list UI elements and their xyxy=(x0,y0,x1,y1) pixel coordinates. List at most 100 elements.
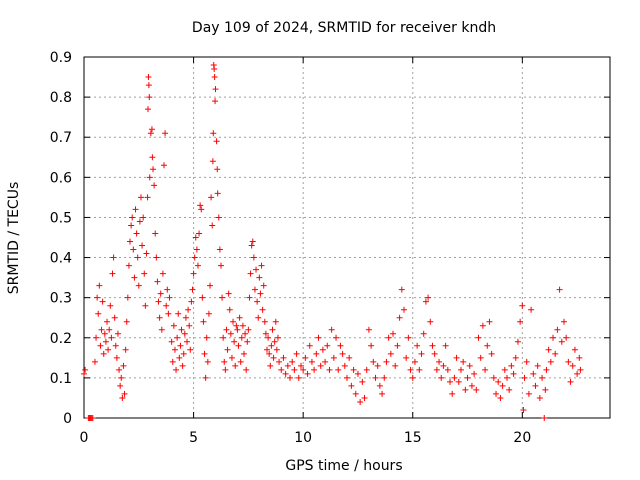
data-point xyxy=(152,230,159,237)
data-point xyxy=(510,370,517,377)
data-point xyxy=(217,262,224,269)
y-tick-label: 0.8 xyxy=(50,90,72,106)
data-point xyxy=(119,394,126,401)
data-point xyxy=(449,390,456,397)
data-point xyxy=(565,358,572,365)
data-point xyxy=(91,358,98,365)
data-point xyxy=(354,370,361,377)
plot-area-border xyxy=(83,56,611,419)
data-point xyxy=(143,250,150,257)
data-point xyxy=(95,310,102,317)
data-point xyxy=(101,330,108,337)
data-point xyxy=(118,374,125,381)
data-point xyxy=(169,358,176,365)
data-point xyxy=(177,342,184,349)
data-point xyxy=(180,350,187,357)
data-point xyxy=(420,330,427,337)
data-point xyxy=(346,354,353,361)
data-point xyxy=(251,286,258,293)
data-point xyxy=(520,406,527,413)
data-point xyxy=(164,286,171,293)
data-point xyxy=(132,206,139,213)
data-point xyxy=(187,346,194,353)
data-point xyxy=(574,370,581,377)
data-point xyxy=(534,362,541,369)
data-point xyxy=(99,298,106,305)
data-point xyxy=(182,314,189,321)
data-point xyxy=(127,238,134,245)
data-point xyxy=(128,222,135,229)
data-point xyxy=(123,318,130,325)
data-point xyxy=(304,370,311,377)
data-point xyxy=(280,354,287,361)
data-point xyxy=(117,382,124,389)
data-point xyxy=(405,334,412,341)
grid-layer xyxy=(84,57,610,418)
data-point xyxy=(150,166,157,173)
data-point xyxy=(276,358,283,365)
data-point xyxy=(508,362,515,369)
data-point xyxy=(166,294,173,301)
data-point xyxy=(211,74,218,81)
data-point xyxy=(228,354,235,361)
data-point xyxy=(135,282,142,289)
data-point xyxy=(506,386,513,393)
data-point xyxy=(156,314,163,321)
data-point xyxy=(499,382,506,389)
y-tick-label: 0.4 xyxy=(50,251,72,267)
data-point xyxy=(255,314,262,321)
data-point xyxy=(284,362,291,369)
data-point xyxy=(176,354,183,361)
data-point xyxy=(267,362,274,369)
data-point xyxy=(302,354,309,361)
data-point xyxy=(137,194,144,201)
data-point xyxy=(569,362,576,369)
data-point xyxy=(514,338,521,345)
data-point xyxy=(160,162,167,169)
data-point xyxy=(124,294,131,301)
data-point xyxy=(512,354,519,361)
data-point xyxy=(144,106,151,113)
x-tick-label: 10 xyxy=(294,430,312,446)
data-point xyxy=(547,358,554,365)
data-point xyxy=(542,386,549,393)
data-point xyxy=(239,322,246,329)
data-point xyxy=(394,342,401,349)
data-point xyxy=(297,362,304,369)
data-point xyxy=(287,374,294,381)
data-point xyxy=(97,342,104,349)
data-point xyxy=(202,374,209,381)
data-point xyxy=(194,262,201,269)
data-point xyxy=(81,370,87,377)
data-point xyxy=(112,342,119,349)
data-point xyxy=(270,354,277,361)
data-point xyxy=(189,286,196,293)
data-point xyxy=(554,326,561,333)
data-point xyxy=(250,254,257,261)
data-point xyxy=(392,362,399,369)
data-point xyxy=(181,330,188,337)
data-point xyxy=(109,270,116,277)
data-point xyxy=(427,318,434,325)
data-point xyxy=(116,366,123,373)
data-point xyxy=(453,354,460,361)
data-point xyxy=(403,354,410,361)
data-point xyxy=(153,254,160,261)
data-point xyxy=(236,314,243,321)
data-point xyxy=(98,326,105,333)
data-point xyxy=(147,130,154,137)
data-point xyxy=(134,254,141,261)
data-point xyxy=(352,390,359,397)
data-point xyxy=(471,370,478,377)
data-point xyxy=(484,342,491,349)
data-point xyxy=(244,338,251,345)
data-point xyxy=(222,366,229,373)
data-point xyxy=(102,338,109,345)
y-tick-label: 0.9 xyxy=(50,50,72,66)
y-tick-label: 0.1 xyxy=(50,371,72,387)
data-point xyxy=(311,366,318,373)
data-point xyxy=(460,358,467,365)
data-point xyxy=(390,330,397,337)
data-point xyxy=(558,338,565,345)
data-point xyxy=(521,374,528,381)
